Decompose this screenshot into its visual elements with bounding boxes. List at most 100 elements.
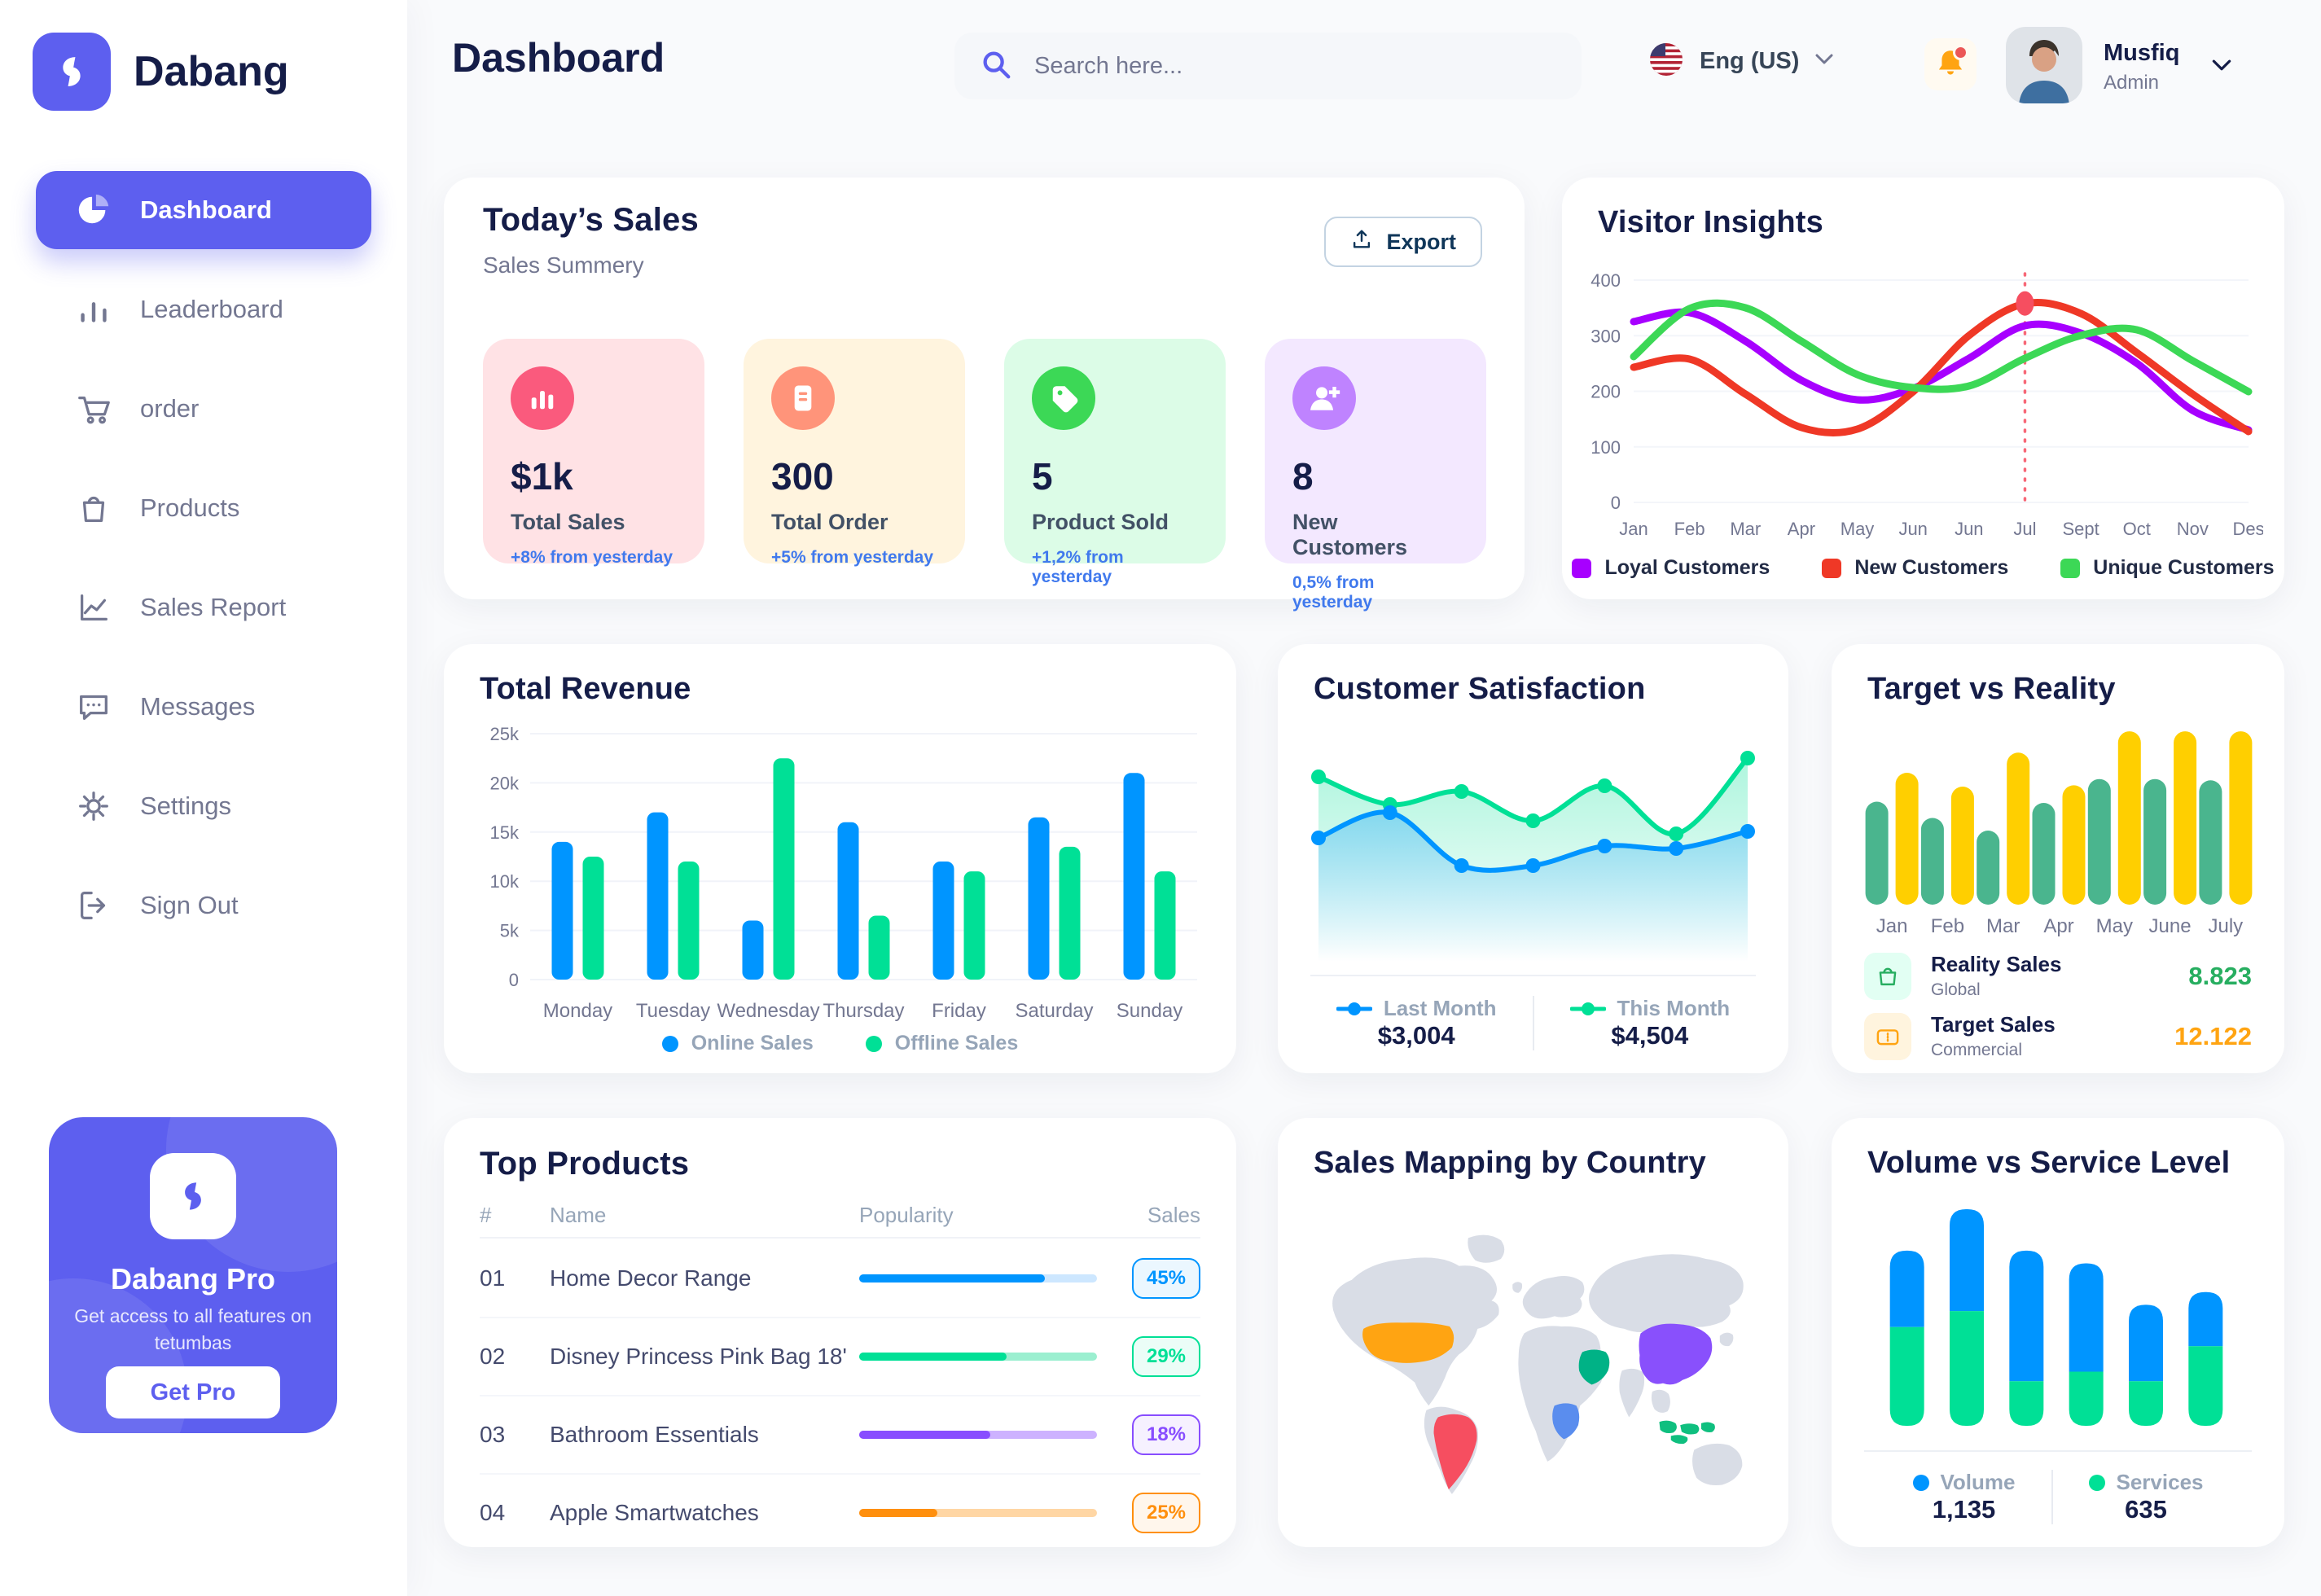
svg-text:0: 0	[509, 970, 519, 990]
sales-badge: 45%	[1132, 1258, 1200, 1299]
sidebar-item-settings[interactable]: Settings	[36, 767, 371, 845]
chart-bar-icon	[511, 366, 574, 430]
volume-service-title: Volume vs Service Level	[1867, 1146, 2231, 1180]
svg-text:Tuesday: Tuesday	[636, 1000, 710, 1022]
svg-text:15k: 15k	[490, 822, 520, 843]
visitor-insights-title: Visitor Insights	[1598, 205, 1823, 239]
target-vs-reality-title: Target vs Reality	[1867, 672, 2116, 706]
stat-value: 5	[1032, 455, 1053, 498]
bag-icon	[75, 489, 112, 527]
svg-text:20k: 20k	[490, 773, 520, 793]
get-pro-button[interactable]: Get Pro	[106, 1366, 280, 1418]
chevron-down-icon	[1815, 54, 1833, 69]
svg-text:Apr: Apr	[2043, 915, 2073, 937]
popularity-bar	[859, 1431, 1097, 1439]
legend-item: Unique Customers	[2060, 556, 2275, 580]
sidebar-item-messages[interactable]: Messages	[36, 668, 371, 746]
column-popularity: Popularity	[859, 1203, 954, 1227]
total-revenue-chart: 0 5k 10k 15k 20k 25k Monday Tuesday Wednesday Thu…	[476, 724, 1204, 1031]
product-num: 04	[480, 1500, 506, 1525]
stat-card-product-sold: 5 Product Sold +1,2% from yesterday	[1004, 339, 1226, 586]
table-row: 02 Disney Princess Pink Bag 18' 29%	[480, 1318, 1200, 1396]
svg-text:May: May	[1841, 519, 1875, 539]
target-vs-reality-card: Target vs Reality Jan Feb Mar Apr May June Jul…	[1832, 644, 2284, 1073]
language-selector[interactable]: Eng (US)	[1649, 42, 1833, 81]
legend-item: New Customers	[1822, 556, 2008, 580]
legend-item-reality-sales: Reality Sales Global 8.823	[1864, 952, 2252, 1000]
volume-service-legend: Volume 1,135 Services 635	[1832, 1470, 2284, 1524]
svg-text:July: July	[2209, 915, 2244, 937]
pro-card: Dabang Pro Get access to all features on…	[49, 1117, 337, 1433]
sales-badge: 25%	[1132, 1493, 1200, 1533]
legend-value: $4,504	[1611, 1021, 1689, 1050]
svg-text:Wednesday: Wednesday	[717, 1000, 819, 1022]
svg-text:100: 100	[1590, 437, 1621, 458]
todays-sales-card: Today’s Sales Sales Summery Export $1k T…	[444, 178, 1525, 612]
stat-label: Product Sold	[1032, 510, 1169, 534]
sidebar-item-products[interactable]: Products	[36, 469, 371, 547]
column-num: #	[480, 1203, 492, 1227]
visitor-insights-chart: 400 300 200 100 0 Jan Feb Mar Apr May Jun Jun Jul Sep…	[1583, 262, 2264, 547]
legend-name: Reality Sales	[1931, 952, 2062, 976]
export-label: Export	[1386, 229, 1456, 254]
popularity-bar	[859, 1509, 1097, 1517]
user-menu[interactable]: Musfiq Admin	[2006, 27, 2231, 107]
sidebar-item-sign-out[interactable]: Sign Out	[36, 866, 371, 945]
legend-value: 1,135	[1932, 1495, 1996, 1524]
total-revenue-legend: Online Sales Offline Sales	[444, 1032, 1236, 1055]
svg-text:200: 200	[1590, 382, 1621, 402]
stat-cards: $1k Total Sales +8% from yesterday 300 T…	[483, 339, 1486, 612]
stat-label: Total Sales	[511, 510, 625, 534]
svg-text:25k: 25k	[490, 724, 520, 744]
pro-card-title: Dabang Pro	[110, 1262, 276, 1296]
dabang-logo-icon	[150, 1153, 236, 1239]
table-row: 04 Apple Smartwatches 25%	[480, 1475, 1200, 1551]
sales-mapping-card: Sales Mapping by Country	[1278, 1118, 1788, 1547]
gear-icon	[75, 787, 112, 825]
svg-text:Feb: Feb	[1931, 915, 1964, 937]
product-num: 01	[480, 1265, 506, 1291]
total-revenue-card: Total Revenue 0 5k 10k 15k 20k 25k Monday Tuesd…	[444, 644, 1236, 1073]
product-name: Disney Princess Pink Bag 18'	[550, 1344, 847, 1369]
product-num: 02	[480, 1344, 506, 1369]
map-india	[1619, 1368, 1645, 1418]
svg-text:Sunday: Sunday	[1117, 1000, 1182, 1022]
volume-service-card: Volume vs Service Level Volume 1,135 Servi…	[1832, 1118, 2284, 1547]
legend-value: 8.823	[2188, 961, 2252, 990]
sidebar-item-dashboard[interactable]: Dashboard	[36, 171, 371, 249]
map-uk	[1512, 1282, 1523, 1293]
map-indochina	[1651, 1389, 1670, 1413]
map-greenland	[1468, 1234, 1505, 1263]
legend-subtitle: Global	[1931, 980, 1981, 999]
legend-swatch	[1572, 558, 1592, 578]
sidebar-item-order[interactable]: order	[36, 370, 371, 448]
stat-delta: +1,2% from yesterday	[1032, 548, 1124, 586]
svg-text:Jun: Jun	[1898, 519, 1927, 539]
bar-chart-icon	[75, 291, 112, 328]
svg-text:Des: Des	[2232, 519, 2263, 539]
sidebar-item-label: order	[140, 394, 200, 423]
svg-text:Jan: Jan	[1876, 915, 1908, 937]
sidebar-item-sales-report[interactable]: Sales Report	[36, 568, 371, 647]
notifications-button[interactable]	[1924, 38, 1977, 90]
legend-item-target-sales: Target Sales Commercial 12.122	[1864, 1012, 2252, 1060]
line-chart-icon	[75, 589, 112, 626]
svg-text:10k: 10k	[490, 871, 520, 892]
stat-card-total-order: 300 Total Order +5% from yesterday	[744, 339, 965, 567]
stat-delta: 0,5% from yesterday	[1292, 573, 1375, 612]
map-country-indonesia	[1659, 1420, 1715, 1445]
dabang-logo-icon	[33, 33, 111, 111]
legend-item: This Month $4,504	[1532, 996, 1766, 1050]
svg-text:Monday: Monday	[543, 1000, 612, 1022]
svg-text:Nov: Nov	[2177, 519, 2209, 539]
map-africa	[1518, 1326, 1604, 1462]
svg-text:Thursday: Thursday	[823, 1000, 904, 1022]
svg-text:Friday: Friday	[932, 1000, 986, 1022]
map-japan	[1719, 1332, 1734, 1347]
svg-text:300: 300	[1590, 326, 1621, 346]
customer-satisfaction-chart	[1310, 729, 1756, 966]
search-input[interactable]	[1033, 51, 1557, 81]
export-button[interactable]: Export	[1324, 217, 1482, 267]
sidebar-item-leaderboard[interactable]: Leaderboard	[36, 270, 371, 349]
visitor-insights-legend: Loyal Customers New Customers Unique Custo…	[1562, 556, 2284, 580]
